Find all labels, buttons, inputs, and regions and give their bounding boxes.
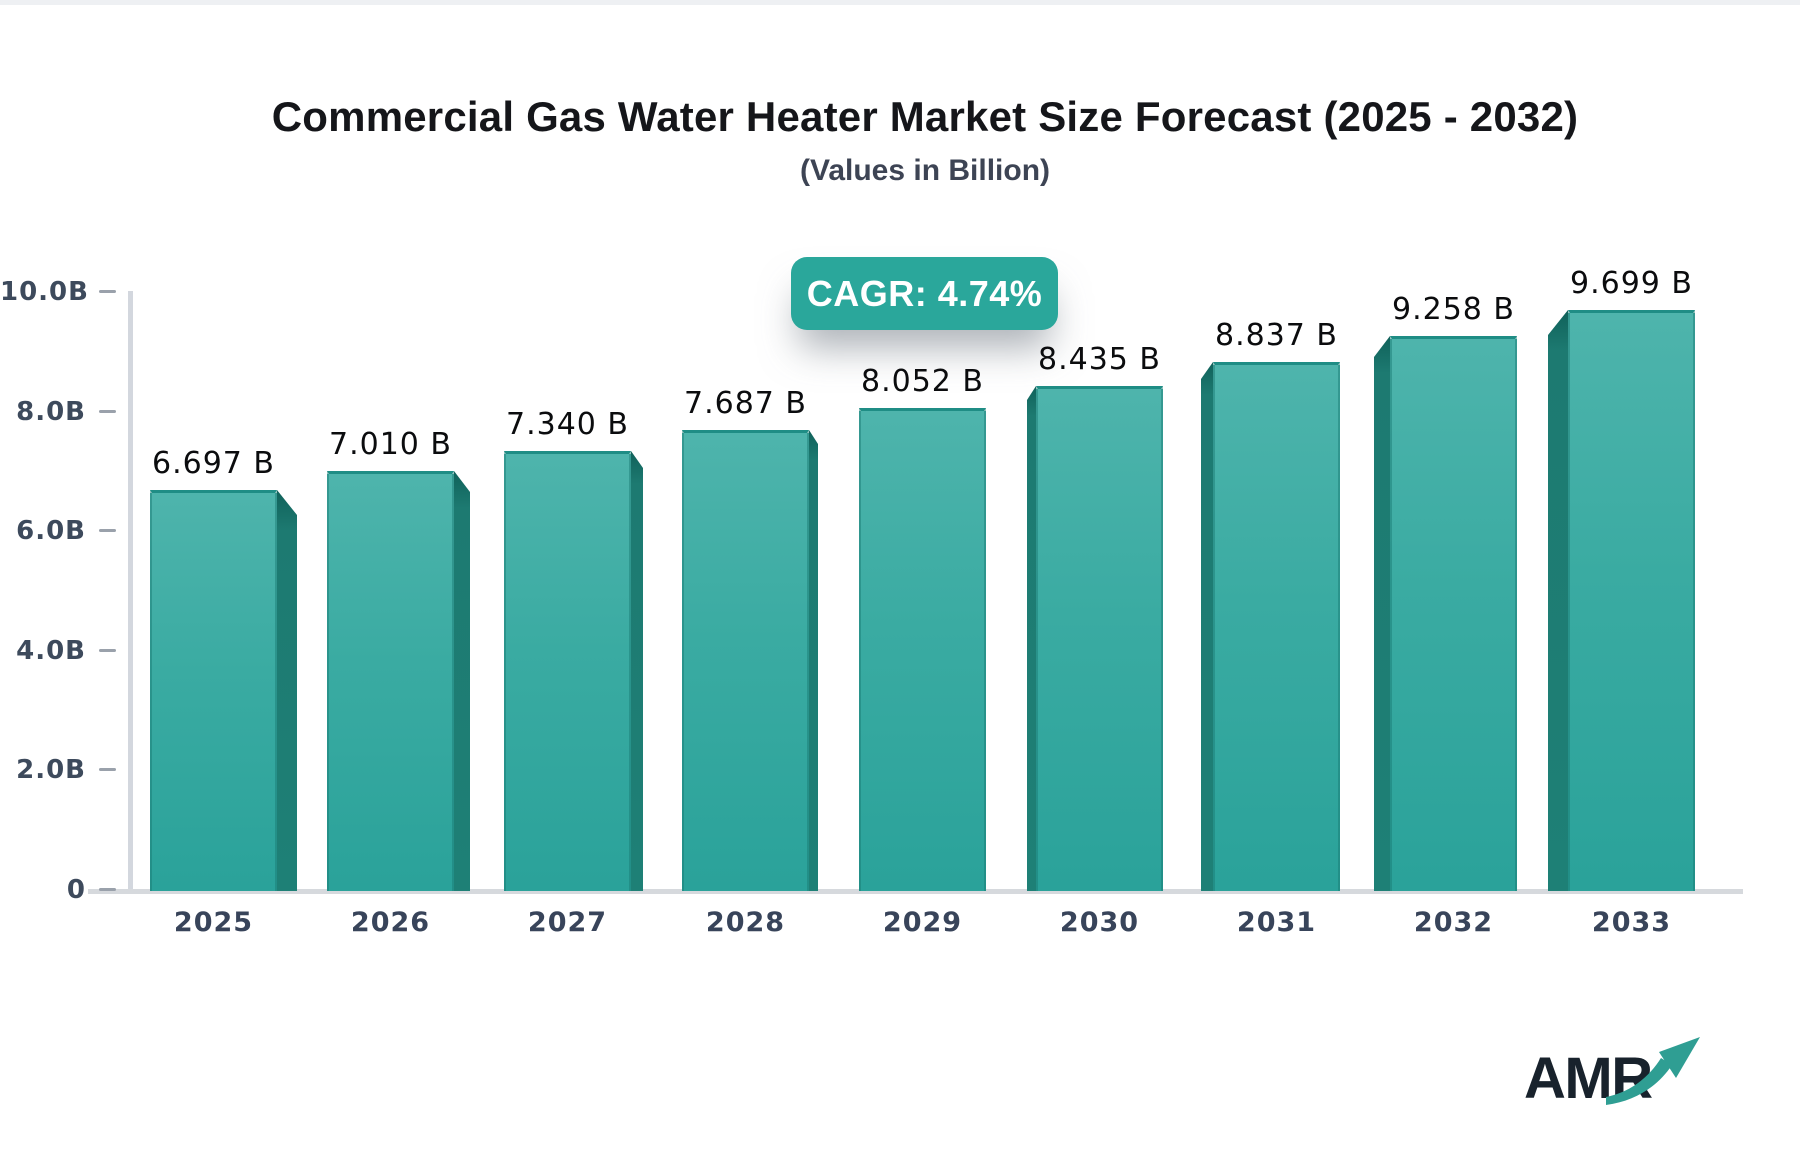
bar-2028 [682,430,809,891]
bar-value-label: 6.697 B [151,446,275,481]
bar-2033 [1568,310,1695,891]
x-axis-baseline [88,889,1743,894]
bar-value-label: 8.435 B [1037,342,1161,377]
bar-2025-side [277,490,297,891]
y-axis-tick [99,649,116,652]
bar-value-label: 8.837 B [1214,318,1338,353]
bar-2030-side [1027,386,1036,891]
bar-2028-side [809,430,818,891]
growth-arrow-icon [1606,1037,1700,1105]
cagr-badge: CAGR: 4.74% [791,257,1058,330]
bar-2029 [859,408,986,891]
x-axis-label: 2027 [527,907,608,938]
y-axis-tick [99,410,116,413]
y-axis-label: 2.0B [16,755,86,785]
x-axis-label: 2028 [705,907,786,938]
bar-2027-side [631,451,643,891]
bar-value-label: 8.052 B [860,364,984,399]
bar-value-label: 7.340 B [505,407,629,442]
y-axis-line [128,291,133,892]
bar-2026 [327,471,454,891]
y-axis-label: 4.0B [16,636,86,666]
bar-value-label: 7.687 B [683,386,807,421]
x-axis-label: 2030 [1059,907,1140,938]
cagr-badge-label: CAGR: 4.74% [806,272,1043,314]
y-axis-label: 0 [66,875,86,905]
bar-2033-side [1548,310,1568,891]
y-axis-label: 6.0B [16,516,86,546]
amr-logo: AMR [1524,1035,1724,1125]
chart-subtitle: (Values in Billion) [799,154,1051,187]
x-axis-label: 2032 [1413,907,1494,938]
x-axis-label: 2031 [1236,907,1317,938]
bar-2032-side [1374,336,1390,891]
bar-2031-side [1201,362,1213,891]
y-axis-tick [99,290,116,293]
y-axis-tick [99,529,116,532]
amr-logo-text: AMR [1524,1046,1653,1111]
bar-2032 [1390,336,1517,891]
y-axis-label: 10.0B [0,277,89,307]
x-axis-label: 2025 [173,907,254,938]
bar-2025 [150,490,277,891]
y-axis-label: 8.0B [16,397,86,427]
chart-header: Commercial Gas Water Heater Market Size … [25,93,1800,188]
x-axis-label: 2026 [350,907,431,938]
bar-2030 [1036,386,1163,891]
bar-2027 [504,451,631,891]
bar-2031 [1213,362,1340,891]
bar-2026-side [454,471,470,891]
chart-title: Commercial Gas Water Heater Market Size … [271,93,1579,140]
bar-value-label: 9.699 B [1569,266,1693,301]
x-axis-label: 2033 [1591,907,1672,938]
x-axis-label: 2029 [882,907,963,938]
y-axis-tick [99,888,116,891]
bar-value-label: 9.258 B [1391,292,1515,327]
bar-value-label: 7.010 B [328,427,452,462]
y-axis-tick [99,768,116,771]
